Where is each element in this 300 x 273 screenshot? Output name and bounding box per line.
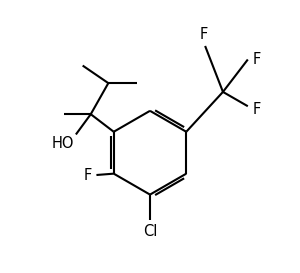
Text: F: F	[253, 52, 261, 67]
Text: HO: HO	[52, 136, 74, 151]
Text: Cl: Cl	[143, 224, 157, 239]
Text: F: F	[83, 168, 92, 183]
Text: F: F	[253, 102, 261, 117]
Text: F: F	[200, 27, 208, 42]
